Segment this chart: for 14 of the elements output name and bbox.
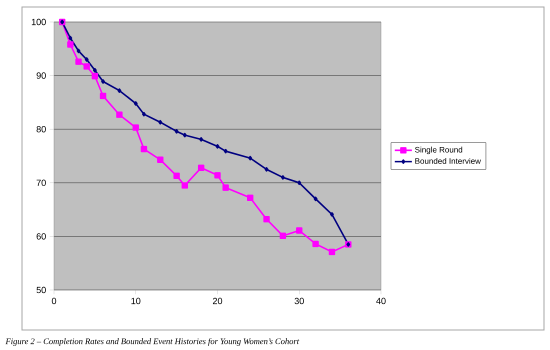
y-tick-label: 90: [36, 72, 46, 79]
y-tick-label: 60: [36, 233, 46, 240]
x-tick-label: 0: [52, 298, 56, 304]
y-tick-label: 80: [36, 126, 46, 132]
x-tick-label: 40: [376, 298, 386, 304]
y-tick-label: 70: [36, 180, 46, 186]
legend-label: Bounded Interview: [415, 158, 481, 164]
x-tick-label: 20: [212, 298, 222, 304]
y-tick-label: 50: [36, 286, 46, 294]
x-tick-label: 30: [294, 298, 304, 304]
caption: Figure 2 – Completion Rates and Bounded Event Histories for Young Women’s Cohort: [5, 338, 300, 346]
legend-label: Single Round: [415, 146, 462, 154]
x-tick-label: 10: [131, 298, 140, 304]
y-tick-label: 100: [32, 18, 46, 26]
